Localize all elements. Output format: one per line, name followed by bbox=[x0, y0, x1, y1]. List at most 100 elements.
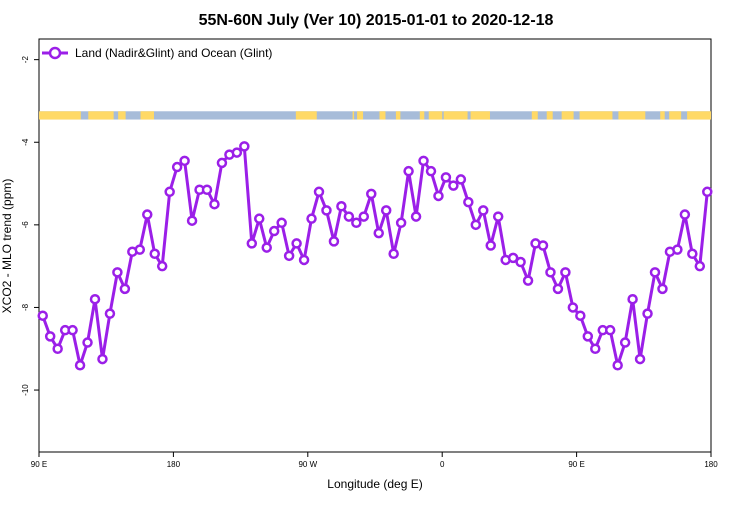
x-axis-label: Longitude (deg E) bbox=[327, 477, 422, 491]
x-tick-label: 180 bbox=[704, 460, 718, 469]
land-segment bbox=[428, 111, 443, 120]
data-point bbox=[336, 201, 347, 212]
data-point bbox=[328, 236, 340, 247]
data-point bbox=[418, 155, 429, 167]
data-point bbox=[672, 244, 683, 255]
chart-title: 55N-60N July (Ver 10) 2015-01-01 to 2020… bbox=[199, 12, 554, 29]
data-point bbox=[291, 238, 302, 249]
series-layer bbox=[37, 141, 713, 371]
data-point bbox=[582, 331, 594, 342]
data-point bbox=[216, 157, 228, 169]
data-point bbox=[156, 260, 168, 272]
data-point bbox=[44, 331, 56, 342]
data-point bbox=[246, 238, 258, 249]
data-point bbox=[142, 209, 153, 220]
data-point bbox=[403, 165, 414, 177]
land-segment bbox=[687, 111, 711, 120]
data-point bbox=[351, 217, 362, 229]
y-tick-label: -8 bbox=[21, 303, 30, 311]
x-tick-label: 90 W bbox=[298, 460, 317, 469]
data-point bbox=[358, 211, 370, 222]
data-point bbox=[507, 252, 519, 264]
plot-frame bbox=[38, 38, 712, 453]
data-point bbox=[634, 353, 646, 365]
data-point bbox=[440, 172, 452, 183]
data-point bbox=[492, 211, 504, 222]
land-segment bbox=[88, 111, 114, 120]
data-point bbox=[134, 244, 146, 255]
land-segment bbox=[379, 111, 386, 120]
land-segment bbox=[39, 111, 81, 120]
data-point bbox=[702, 186, 713, 198]
data-point bbox=[239, 141, 250, 152]
data-point bbox=[590, 343, 601, 354]
data-point bbox=[74, 360, 86, 371]
data-point bbox=[37, 310, 48, 321]
land-segment bbox=[118, 111, 126, 120]
data-point bbox=[687, 248, 698, 260]
y-tick-label: -4 bbox=[21, 138, 30, 146]
data-point bbox=[388, 248, 399, 260]
data-point bbox=[254, 213, 265, 224]
x-tick-label: 90 E bbox=[31, 460, 47, 469]
land-segment bbox=[443, 111, 468, 120]
data-point bbox=[89, 293, 101, 305]
data-point bbox=[433, 190, 444, 202]
data-point bbox=[619, 337, 631, 348]
data-point bbox=[119, 283, 131, 295]
data-point bbox=[560, 267, 571, 278]
data-point bbox=[283, 250, 295, 262]
y-tick-label: -2 bbox=[21, 56, 30, 64]
data-point bbox=[373, 227, 384, 239]
data-point bbox=[380, 205, 392, 216]
y-tick-label: -6 bbox=[21, 221, 30, 229]
y-axis: -10 -8 -6 -4 -2 bbox=[21, 56, 39, 396]
data-point bbox=[575, 310, 586, 321]
data-point bbox=[306, 213, 317, 224]
x-tick-label: 180 bbox=[167, 460, 181, 469]
land-segment bbox=[357, 111, 364, 120]
data-point bbox=[410, 211, 422, 222]
data-point bbox=[463, 196, 474, 208]
land-segment bbox=[531, 111, 538, 120]
data-point bbox=[82, 337, 93, 348]
land-segment bbox=[660, 111, 665, 120]
land-segment bbox=[140, 111, 154, 120]
data-point bbox=[261, 242, 272, 253]
y-axis-label: XCO2 - MLO trend (ppm) bbox=[0, 179, 14, 314]
data-point bbox=[268, 225, 280, 237]
data-point bbox=[649, 267, 661, 278]
data-point bbox=[186, 215, 198, 226]
land-segment bbox=[352, 111, 355, 120]
data-point bbox=[171, 161, 183, 173]
data-point bbox=[52, 343, 63, 354]
data-point bbox=[478, 205, 489, 216]
legend-marker-swatch bbox=[48, 46, 62, 60]
data-point bbox=[567, 302, 579, 313]
data-point bbox=[522, 275, 534, 286]
land-ocean-strip bbox=[39, 111, 711, 120]
data-point bbox=[545, 267, 556, 278]
data-point bbox=[209, 198, 220, 210]
data-point bbox=[515, 256, 526, 268]
legend-label: Land (Nadir&Glint) and Ocean (Glint) bbox=[75, 46, 272, 60]
data-point bbox=[67, 324, 78, 336]
land-segment bbox=[395, 111, 401, 120]
land-segment bbox=[561, 111, 574, 120]
data-point bbox=[149, 248, 160, 260]
data-point bbox=[201, 184, 213, 195]
data-point bbox=[298, 254, 310, 266]
data-point bbox=[612, 360, 623, 371]
data-point bbox=[679, 209, 691, 220]
land-segment bbox=[669, 111, 682, 120]
data-point bbox=[343, 211, 355, 222]
data-point bbox=[642, 308, 653, 319]
y-tick-label: -10 bbox=[21, 384, 30, 396]
data-point bbox=[321, 205, 332, 216]
x-axis: 90 E 180 90 W 0 90 E 180 bbox=[31, 452, 718, 469]
data-point bbox=[366, 188, 377, 200]
x-tick-label: 0 bbox=[440, 460, 445, 469]
land-segment bbox=[470, 111, 490, 120]
data-point bbox=[395, 217, 407, 229]
